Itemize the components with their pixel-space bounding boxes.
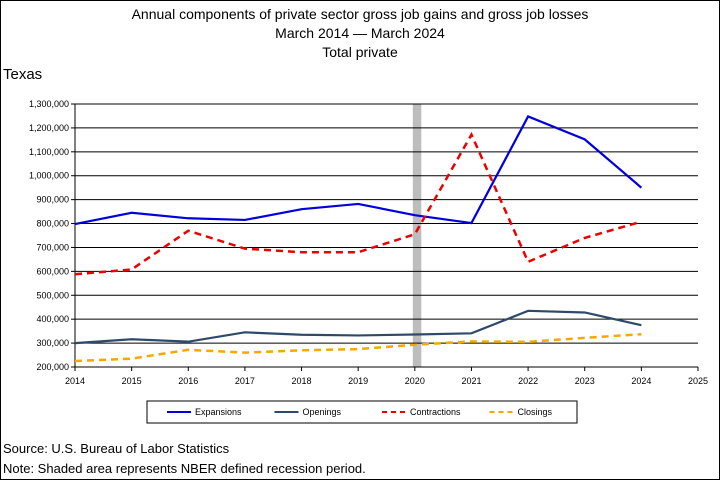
region-label: Texas xyxy=(3,66,42,83)
x-tick-label: 2019 xyxy=(348,376,368,386)
chart-subtitle: March 2014 — March 2024 xyxy=(275,25,445,41)
series-line-expansions xyxy=(74,115,643,226)
source-note: Source: U.S. Bureau of Labor Statistics xyxy=(3,441,230,456)
y-tick-label: 400,000 xyxy=(36,314,69,324)
chart-subtitle-2: Total private xyxy=(322,44,398,60)
y-tick-label: 300,000 xyxy=(36,338,69,348)
recession-note: Note: Shaded area represents NBER define… xyxy=(3,461,366,476)
x-tick-label: 2021 xyxy=(461,376,481,386)
x-tick-label: 2015 xyxy=(122,376,142,386)
y-tick-label: 600,000 xyxy=(36,266,69,276)
y-tick-label: 800,000 xyxy=(36,219,69,229)
x-tick-label: 2022 xyxy=(518,376,538,386)
series-line-closings xyxy=(74,332,642,363)
legend-label-expansions: Expansions xyxy=(195,407,242,417)
y-tick-label: 700,000 xyxy=(36,242,69,252)
x-tick-label: 2025 xyxy=(688,376,708,386)
y-tick-label: 200,000 xyxy=(36,362,69,372)
y-tick-label: 1,000,000 xyxy=(29,171,69,181)
legend-label-contractions: Contractions xyxy=(410,407,461,417)
x-tick-label: 2018 xyxy=(292,376,312,386)
y-tick-label: 1,200,000 xyxy=(29,123,69,133)
x-tick-label: 2020 xyxy=(405,376,425,386)
x-tick-label: 2014 xyxy=(65,376,85,386)
x-tick-label: 2016 xyxy=(178,376,198,386)
y-tick-label: 1,100,000 xyxy=(29,147,69,157)
y-tick-label: 900,000 xyxy=(36,195,69,205)
series-line-contractions xyxy=(74,131,642,276)
y-tick-label: 1,300,000 xyxy=(29,99,69,109)
chart-title: Annual components of private sector gros… xyxy=(132,6,589,22)
y-tick-label: 500,000 xyxy=(36,290,69,300)
recession-shade xyxy=(412,104,422,367)
x-tick-label: 2017 xyxy=(235,376,255,386)
legend-label-closings: Closings xyxy=(518,407,553,417)
legend-label-openings: Openings xyxy=(303,407,342,417)
legend-box xyxy=(146,400,578,424)
x-tick-label: 2024 xyxy=(631,376,651,386)
series-line-openings xyxy=(74,309,642,345)
x-tick-label: 2023 xyxy=(575,376,595,386)
